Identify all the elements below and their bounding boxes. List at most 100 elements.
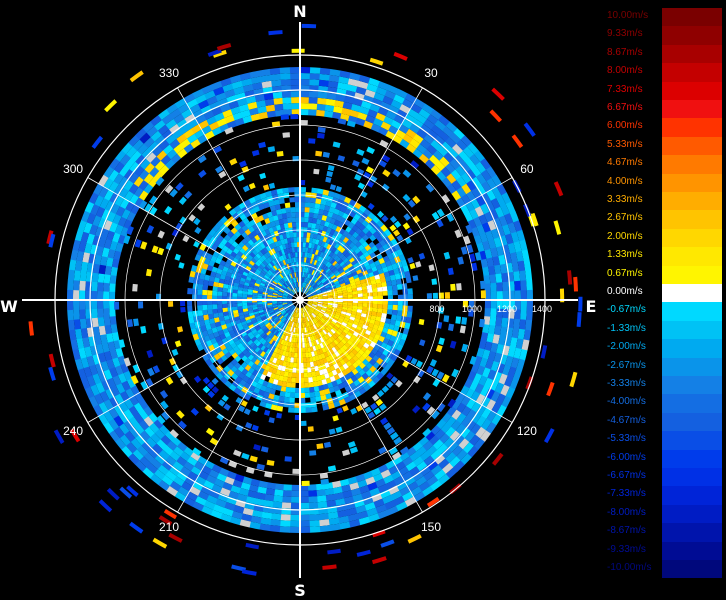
velocity-cell bbox=[215, 272, 222, 279]
legend-label: -6.67m/s bbox=[607, 470, 646, 481]
velocity-cell bbox=[304, 322, 308, 328]
velocity-cell bbox=[336, 286, 342, 291]
velocity-cell bbox=[396, 234, 404, 242]
velocity-cell bbox=[276, 319, 282, 325]
velocity-cell bbox=[516, 229, 526, 242]
velocity-cell bbox=[245, 265, 252, 271]
velocity-cell bbox=[113, 415, 124, 427]
velocity-cell bbox=[407, 257, 414, 264]
velocity-cell bbox=[441, 194, 451, 204]
velocity-cell bbox=[367, 109, 378, 119]
velocity-cell bbox=[107, 248, 116, 259]
velocity-cell bbox=[242, 217, 250, 225]
velocity-cell bbox=[308, 496, 318, 503]
velocity-cell bbox=[375, 504, 387, 514]
velocity-cell bbox=[357, 80, 369, 90]
velocity-cell bbox=[394, 220, 402, 228]
azimuth-spoke bbox=[299, 299, 423, 513]
velocity-cell bbox=[307, 294, 312, 297]
velocity-cell bbox=[381, 215, 389, 223]
velocity-cell bbox=[302, 307, 306, 313]
velocity-cell bbox=[192, 501, 205, 512]
velocity-cell bbox=[114, 437, 127, 450]
velocity-cell bbox=[432, 292, 438, 299]
velocity-cell bbox=[215, 372, 224, 380]
velocity-cell bbox=[299, 520, 310, 528]
velocity-cell bbox=[280, 344, 286, 351]
velocity-cell bbox=[108, 169, 120, 182]
velocity-cell bbox=[281, 381, 287, 387]
velocity-cell bbox=[143, 416, 154, 427]
velocity-cell bbox=[212, 290, 218, 296]
velocity-cell bbox=[316, 218, 322, 225]
velocity-cell bbox=[194, 129, 205, 139]
velocity-cell bbox=[435, 160, 446, 172]
velocity-cell bbox=[355, 473, 366, 483]
velocity-cell bbox=[312, 282, 317, 288]
velocity-cell bbox=[179, 376, 188, 385]
velocity-cell bbox=[450, 419, 462, 431]
velocity-cell bbox=[210, 80, 223, 91]
velocity-cell bbox=[372, 287, 378, 293]
velocity-cell bbox=[110, 266, 118, 276]
velocity-cell bbox=[255, 382, 263, 390]
velocity-cell bbox=[308, 109, 317, 116]
velocity-cell bbox=[486, 257, 495, 268]
velocity-cell bbox=[133, 412, 144, 424]
velocity-cell bbox=[282, 311, 287, 316]
velocity-cell bbox=[291, 327, 295, 333]
velocity-cell bbox=[333, 357, 340, 364]
velocity-cell bbox=[305, 305, 310, 310]
velocity-cell bbox=[292, 227, 297, 233]
velocity-cell bbox=[271, 328, 277, 334]
velocity-cell bbox=[259, 192, 267, 200]
velocity-cell bbox=[271, 121, 281, 128]
velocity-cell bbox=[378, 321, 385, 328]
velocity-cell bbox=[321, 288, 327, 292]
velocity-cell bbox=[268, 255, 274, 262]
velocity-cell bbox=[291, 289, 296, 294]
velocity-cell bbox=[119, 165, 130, 177]
velocity-cell bbox=[280, 208, 287, 214]
velocity-cell bbox=[212, 286, 218, 292]
velocity-cell bbox=[277, 364, 283, 371]
velocity-cell bbox=[357, 479, 368, 488]
velocity-cell bbox=[84, 201, 95, 214]
velocity-cell bbox=[488, 265, 496, 276]
velocity-cell bbox=[469, 380, 479, 392]
velocity-cell bbox=[186, 98, 199, 109]
velocity-cell bbox=[429, 154, 440, 166]
velocity-cell bbox=[381, 281, 387, 288]
velocity-cell bbox=[289, 304, 294, 308]
legend-label: 10.00m/s bbox=[607, 10, 649, 21]
velocity-cell bbox=[138, 200, 148, 210]
velocity-cell bbox=[402, 133, 414, 144]
legend-swatch bbox=[662, 192, 722, 211]
velocity-cell bbox=[289, 526, 300, 534]
velocity-cell bbox=[98, 401, 109, 414]
velocity-cell bbox=[421, 485, 434, 497]
velocity-cell bbox=[342, 101, 353, 110]
velocity-cell bbox=[190, 264, 198, 272]
velocity-cell bbox=[273, 271, 278, 277]
velocity-cell bbox=[308, 309, 313, 314]
velocity-cell bbox=[356, 286, 363, 291]
velocity-cell bbox=[239, 265, 246, 272]
velocity-cell bbox=[476, 404, 487, 416]
velocity-cell bbox=[277, 297, 283, 300]
velocity-cell bbox=[475, 426, 486, 439]
velocity-cell bbox=[470, 198, 481, 210]
velocity-cell bbox=[262, 296, 268, 299]
velocity-cell bbox=[306, 291, 311, 296]
velocity-cell bbox=[272, 305, 279, 309]
velocity-cell bbox=[516, 358, 526, 371]
velocity-cell bbox=[290, 514, 300, 522]
velocity-cell bbox=[422, 440, 434, 452]
velocity-cell bbox=[386, 309, 393, 315]
velocity-cell bbox=[211, 463, 222, 474]
velocity-cell bbox=[302, 287, 304, 293]
velocity-cell bbox=[225, 271, 232, 278]
velocity-cell bbox=[292, 289, 296, 294]
velocity-cell bbox=[276, 151, 284, 157]
velocity-cell bbox=[312, 312, 318, 317]
